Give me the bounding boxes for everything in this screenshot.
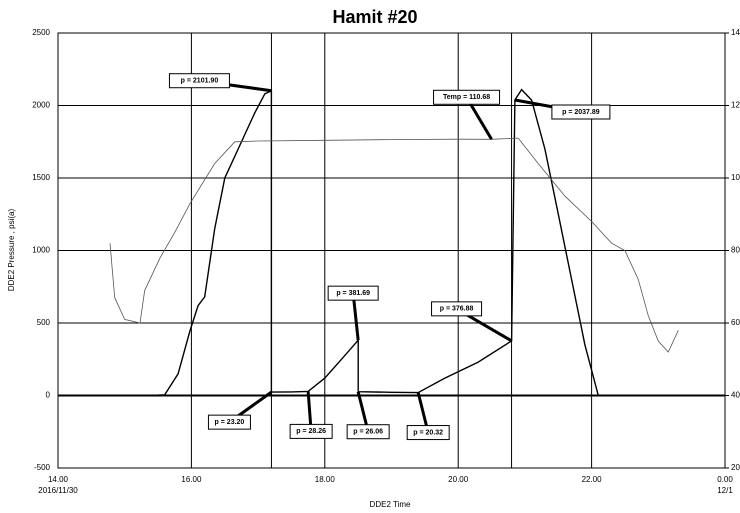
- y2-tick-label: 100: [731, 173, 740, 182]
- x-tick-label: 0.00: [717, 475, 733, 484]
- annotation-box: [168, 73, 230, 89]
- annotation-label: p = 20.32: [413, 429, 443, 436]
- y-tick-label: 1000: [32, 246, 50, 255]
- x-tick-sublabel: 2016/11/30: [38, 486, 78, 495]
- x-tick-label: 20.00: [448, 475, 469, 484]
- y-tick-label: 500: [37, 318, 51, 327]
- x-tick-label: 18.00: [315, 475, 336, 484]
- annotation-box: [433, 89, 501, 105]
- y2-tick-label: 40: [731, 391, 740, 400]
- annotation-label: p = 2101.90: [181, 78, 219, 85]
- annotation-label: p = 23.20: [215, 419, 245, 426]
- annotation-box: [551, 104, 611, 120]
- y-tick-label: 2500: [32, 28, 50, 37]
- x-tick-label: 14.00: [48, 475, 69, 484]
- annotation-label: p = 26.06: [353, 429, 383, 436]
- y-tick-label: 0: [46, 391, 51, 400]
- annotation-label: Temp = 110.68: [443, 94, 490, 101]
- pressure-line: [151, 88, 599, 397]
- y2-tick-label: 20: [731, 463, 740, 472]
- x-tick-sublabel: 12/1: [717, 486, 733, 495]
- y-tick-label: 2000: [32, 101, 50, 110]
- y-tick-label: -500: [34, 463, 51, 472]
- annotation-box: [431, 301, 483, 317]
- chart-title: Hamit #20: [332, 7, 417, 27]
- x-axis-label: DDE2 Time: [370, 500, 411, 509]
- y2-tick-label: 140: [731, 28, 740, 37]
- x-tick-label: 22.00: [582, 475, 603, 484]
- annotation-label: p = 376.88: [440, 306, 474, 313]
- annotation-arrow: [351, 292, 360, 341]
- temperature-line: [109, 137, 679, 353]
- y2-tick-label: 80: [731, 246, 740, 255]
- annotation-label: p = 2037.89: [562, 109, 600, 116]
- annotation-box: [289, 423, 333, 439]
- y2-tick-label: 120: [731, 101, 740, 110]
- y-axis-label: DDE2 Pressure , psi(a): [7, 209, 16, 292]
- annotation-label: p = 381.69: [336, 290, 370, 297]
- annotation-box: [346, 424, 390, 440]
- y2-tick-label: 60: [731, 318, 740, 327]
- annotation-box: [406, 425, 450, 441]
- annotation-box: [327, 285, 379, 301]
- x-tick-label: 16.00: [181, 475, 202, 484]
- y-tick-label: 1500: [32, 173, 50, 182]
- annotation-box: [207, 414, 251, 430]
- annotation-label: p = 28.26: [296, 428, 326, 435]
